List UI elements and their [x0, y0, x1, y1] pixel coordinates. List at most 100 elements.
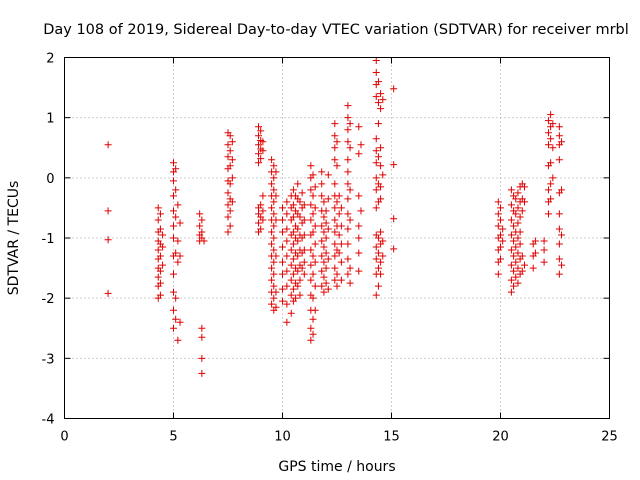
data-point — [257, 127, 265, 135]
data-point — [298, 189, 306, 197]
data-point — [510, 222, 518, 230]
data-point — [520, 183, 528, 191]
data-point — [333, 270, 341, 278]
data-point — [333, 138, 341, 146]
data-point — [289, 255, 297, 263]
data-point — [255, 219, 263, 227]
data-point — [344, 126, 352, 134]
data-point — [344, 225, 352, 233]
data-point — [270, 222, 278, 230]
data-point — [337, 258, 345, 266]
data-point — [331, 204, 339, 212]
data-point — [320, 258, 328, 266]
data-point — [170, 234, 177, 242]
data-point — [377, 183, 385, 191]
data-point — [555, 156, 563, 164]
data-point — [390, 85, 398, 93]
data-point — [335, 249, 343, 257]
data-point — [279, 216, 286, 224]
data-point — [322, 279, 330, 287]
data-point — [514, 234, 522, 242]
data-point — [270, 294, 278, 302]
data-point — [507, 216, 515, 224]
data-point — [344, 195, 352, 203]
data-point — [307, 186, 315, 194]
data-point — [507, 246, 515, 254]
data-point — [337, 276, 345, 284]
data-point — [292, 294, 300, 302]
data-point — [268, 300, 276, 308]
data-point — [337, 222, 345, 230]
data-point — [374, 153, 382, 161]
data-point — [270, 186, 278, 194]
data-point — [374, 249, 382, 257]
data-point — [372, 69, 380, 77]
data-point — [355, 150, 363, 158]
data-point — [268, 180, 276, 188]
data-point — [270, 174, 278, 182]
data-point — [318, 168, 326, 176]
data-point — [172, 315, 180, 323]
data-point — [318, 282, 326, 290]
x-tick-label: 15 — [383, 430, 400, 445]
data-point — [331, 228, 339, 236]
data-point — [259, 138, 267, 146]
data-point — [268, 156, 276, 164]
data-point — [270, 282, 278, 290]
data-point — [512, 258, 520, 266]
data-point — [497, 216, 504, 224]
data-point — [512, 210, 520, 218]
data-point — [324, 285, 332, 293]
data-point — [196, 210, 204, 218]
data-point — [172, 186, 180, 194]
data-point — [320, 288, 328, 296]
data-point — [270, 162, 278, 170]
data-point — [198, 354, 206, 362]
data-point — [311, 306, 319, 314]
data-point — [307, 162, 315, 170]
data-point — [272, 252, 280, 260]
data-point — [499, 225, 507, 233]
data-point — [156, 210, 164, 218]
data-point — [311, 240, 319, 248]
data-point — [294, 267, 302, 275]
data-point — [309, 228, 317, 236]
data-point — [544, 117, 552, 125]
data-point — [372, 174, 380, 182]
data-point — [174, 336, 182, 344]
data-point — [300, 270, 308, 278]
data-point — [507, 276, 515, 284]
data-point — [172, 165, 180, 173]
data-point — [544, 141, 552, 149]
data-point — [300, 231, 308, 239]
data-point — [104, 289, 112, 297]
data-point — [270, 270, 278, 278]
data-point — [374, 99, 382, 107]
data-point — [335, 192, 343, 200]
data-point — [355, 192, 363, 200]
data-point — [390, 245, 398, 253]
data-point — [555, 255, 563, 263]
data-point — [324, 225, 332, 233]
data-point — [287, 291, 295, 299]
data-point — [172, 294, 180, 302]
data-point — [307, 246, 315, 254]
data-point — [296, 198, 304, 206]
data-point — [355, 267, 363, 275]
data-point — [268, 228, 276, 236]
data-point — [346, 216, 354, 224]
data-point — [322, 207, 330, 215]
data-point — [379, 252, 387, 260]
data-point — [283, 198, 291, 206]
data-point — [309, 171, 317, 179]
data-point — [320, 228, 328, 236]
data-point — [296, 213, 304, 221]
data-point — [156, 291, 164, 299]
data-point — [198, 228, 206, 236]
data-point — [337, 204, 345, 212]
data-point — [172, 249, 180, 257]
data-point — [307, 201, 315, 209]
data-point — [320, 273, 328, 281]
data-point — [514, 219, 522, 227]
